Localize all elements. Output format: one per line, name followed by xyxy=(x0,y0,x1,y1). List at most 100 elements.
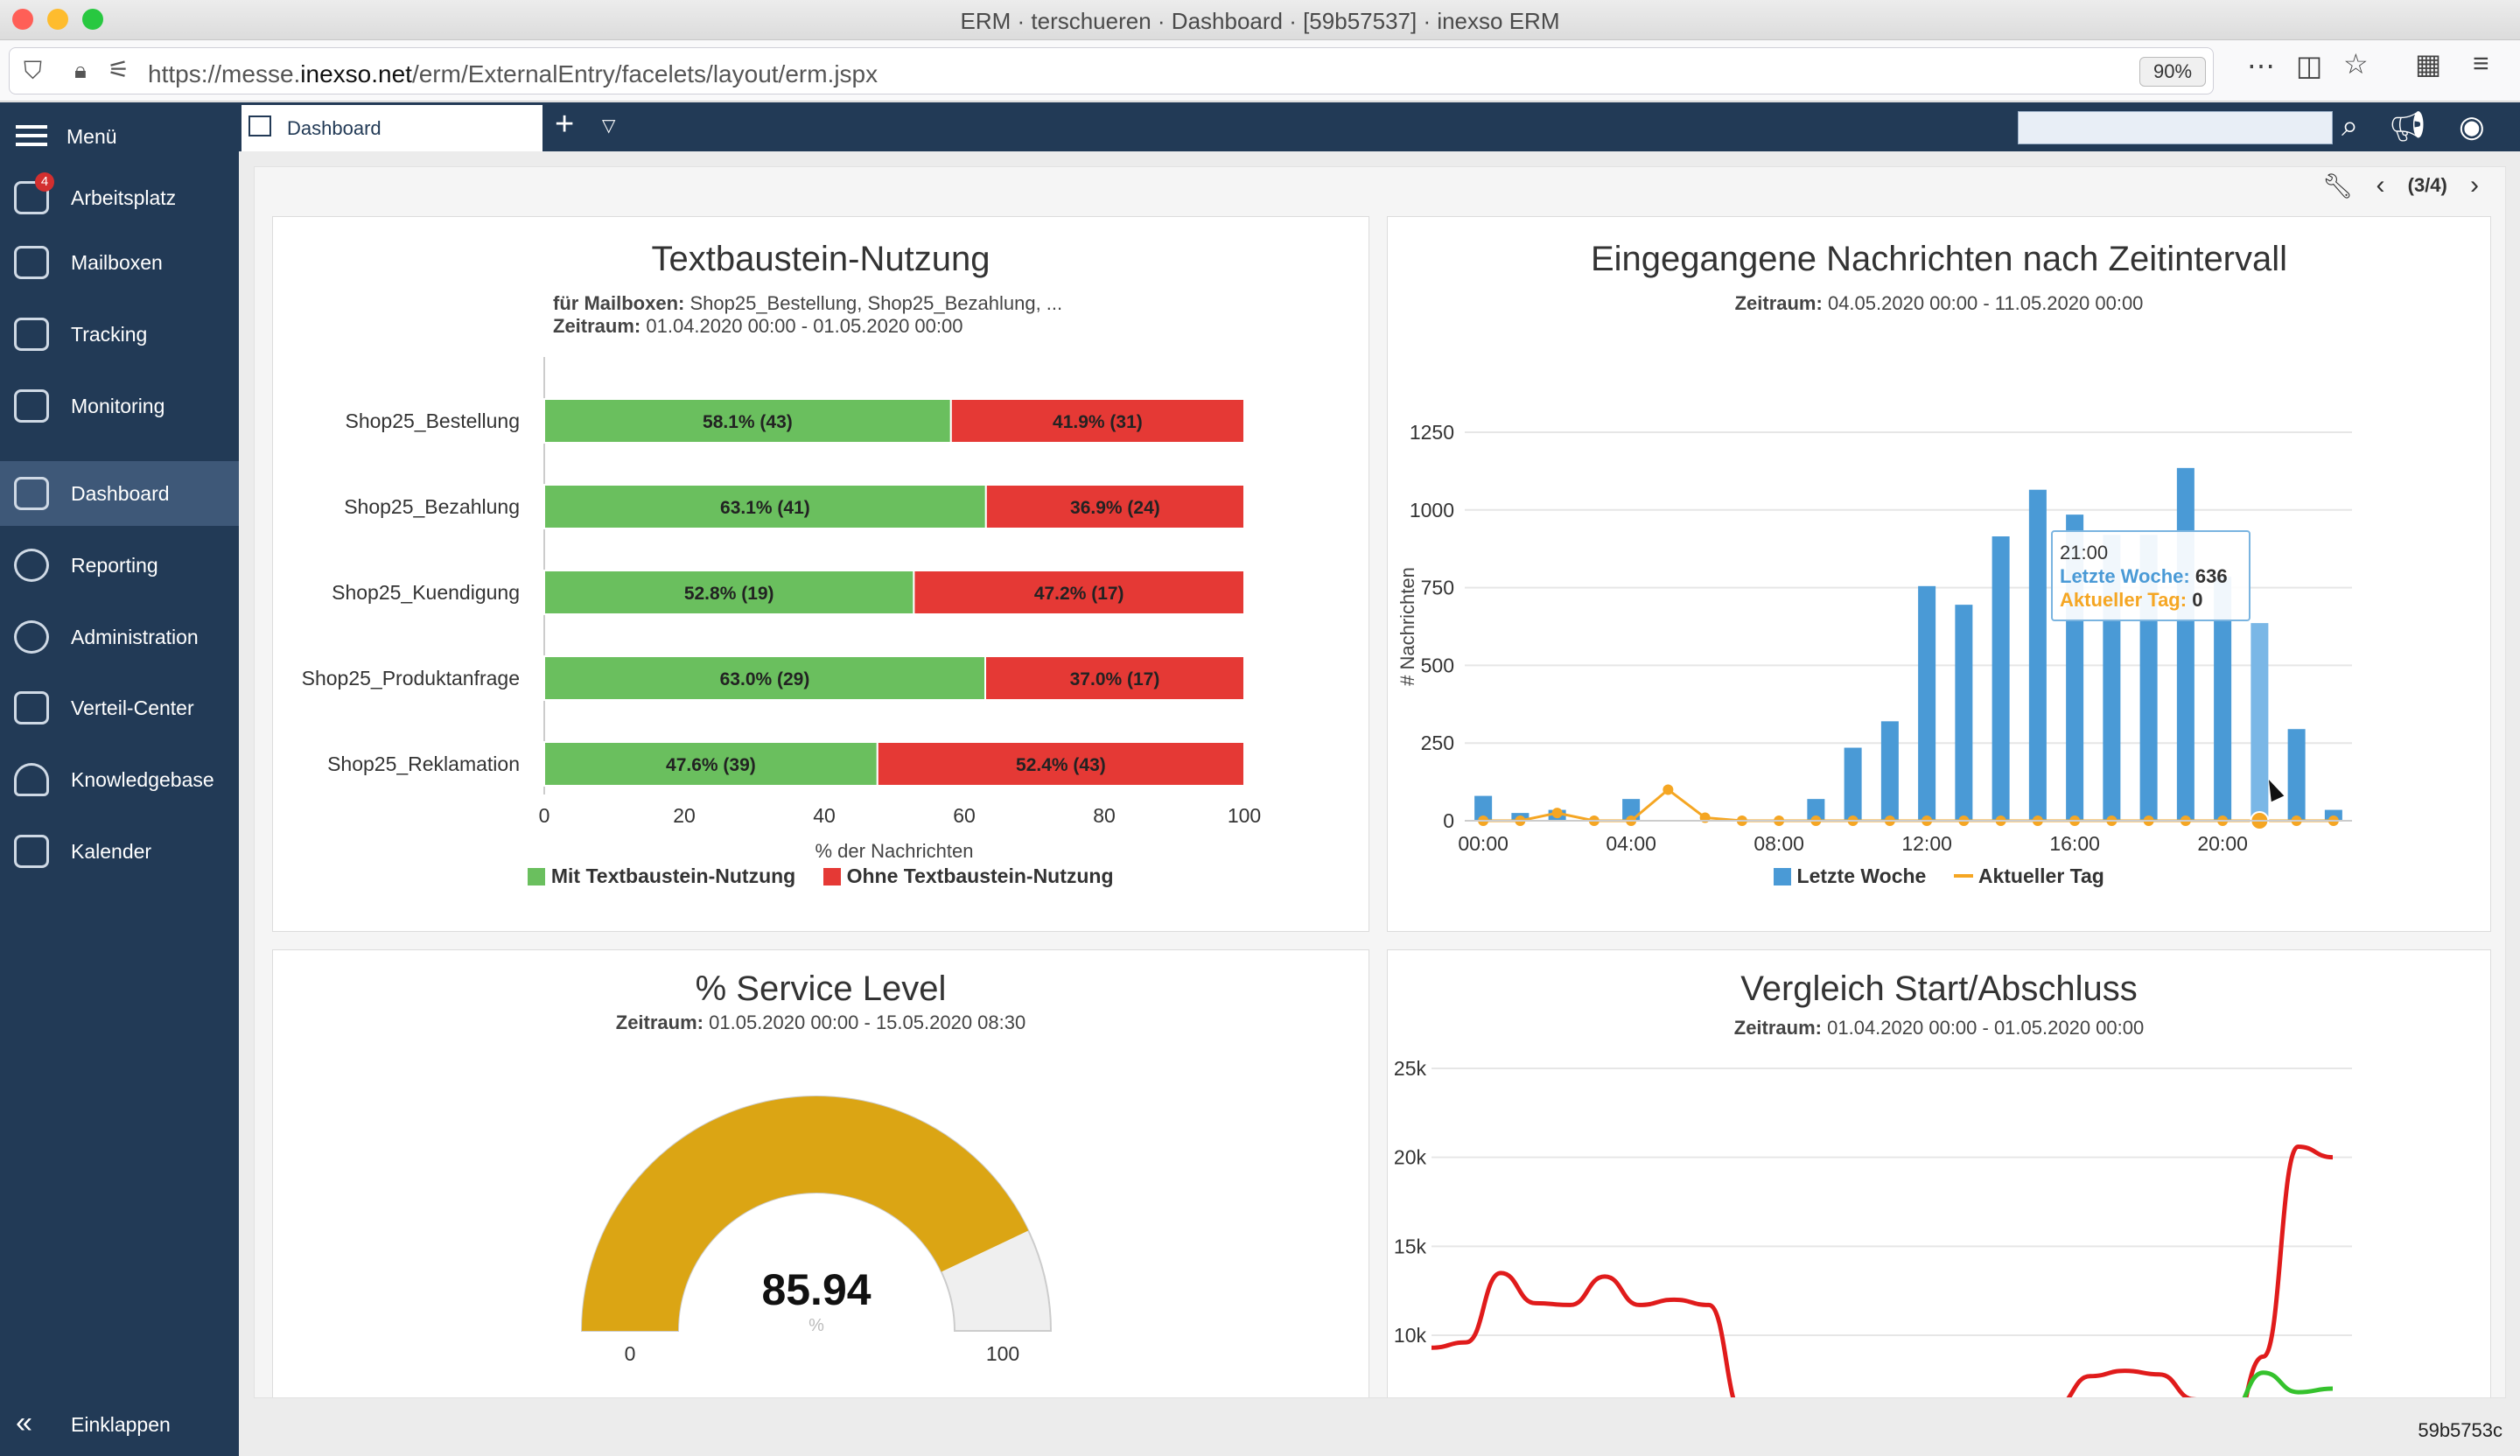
address-bar[interactable]: ⛉ 🔒︎ ⚟ https://messe.inexso.net/erm/Exte… xyxy=(9,47,2214,94)
bar-segment xyxy=(543,398,952,444)
sidebar-item-kalender[interactable]: Kalender xyxy=(0,819,239,884)
chart-legend: Mit Textbaustein-Nutzung Ohne Textbauste… xyxy=(273,864,1368,888)
tab-dropdown-icon[interactable]: ▽ xyxy=(602,116,616,136)
sidebar-item-monitoring[interactable]: Monitoring xyxy=(0,374,239,438)
panel-service-level: % Service Level Zeitraum: 01.05.2020 00:… xyxy=(272,949,1369,1397)
data-label: 58.1% (43) xyxy=(703,412,793,432)
x-tick-label: 16:00 xyxy=(2049,832,2100,855)
extensions-icon[interactable]: ▦ xyxy=(2415,48,2442,80)
chart-subtitle-mailboxes: für Mailboxen: Shop25_Bestellung, Shop25… xyxy=(553,292,1063,314)
x-tick-label: 0 xyxy=(539,804,550,827)
add-tab-button[interactable]: + xyxy=(555,106,575,143)
dashboard-content: 🔧︎ ‹ (3/4) › Textbaustein-Nutzung für Ma… xyxy=(254,166,2506,1398)
dashboard-pager: 🔧︎ ‹ (3/4) › xyxy=(2305,171,2479,206)
data-label: 37.0% (17) xyxy=(1070,669,1160,690)
sidebar-item-label: Knowledgebase xyxy=(71,768,214,791)
sidebar-item-dashboard[interactable]: Dashboard xyxy=(0,461,239,526)
gauge-max-label: 100 xyxy=(986,1342,1019,1365)
legend-item-letzte-woche[interactable]: Letzte Woche xyxy=(1774,864,1926,887)
bar xyxy=(2250,623,2269,821)
x-tick-label: 100 xyxy=(1228,804,1261,827)
wrench-icon[interactable]: 🔧︎ xyxy=(2321,172,2354,200)
page-indicator: (3/4) xyxy=(2407,174,2447,196)
bar-segment xyxy=(543,484,987,529)
stacked-bar-chart: Shop25_Bestellung 58.1% (43) 41.9% (31) Sho… xyxy=(302,357,1261,862)
gauge-value: 85.94 xyxy=(761,1265,871,1314)
lightbulb-icon xyxy=(14,763,49,796)
close-window-button[interactable] xyxy=(12,9,33,30)
y-tick-label: 250 xyxy=(1421,732,1454,754)
sidebar-item-administration[interactable]: Administration xyxy=(0,605,239,669)
minimize-window-button[interactable] xyxy=(47,9,68,30)
tab-label: Dashboard xyxy=(287,117,382,139)
tab-dashboard[interactable]: Dashboard xyxy=(242,102,542,151)
x-axis-label: % der Nachrichten xyxy=(816,840,974,862)
pocket-icon[interactable]: ◫ xyxy=(2296,50,2323,81)
menu-toggle[interactable]: Menü xyxy=(0,115,239,158)
dashboard-tab-icon xyxy=(248,116,271,136)
bar xyxy=(1474,795,1493,821)
x-tick-label: 08:00 xyxy=(1754,832,1804,855)
sidebar-item-tracking[interactable]: Tracking xyxy=(0,302,239,367)
dashboard-icon xyxy=(14,477,49,510)
sidebar-item-knowledgebase[interactable]: Knowledgebase xyxy=(0,747,239,812)
collapse-sidebar-button[interactable]: « Einklappen xyxy=(0,1397,239,1450)
service-level-gauge: 85.94% 0 100 xyxy=(580,1096,1053,1365)
sidebar-item-mailboxen[interactable]: Mailboxen xyxy=(0,230,239,295)
gear-icon xyxy=(14,620,49,654)
series-point xyxy=(1551,808,1563,819)
calendar-icon xyxy=(14,835,49,868)
y-tick-label: 750 xyxy=(1421,577,1454,599)
network-icon xyxy=(14,691,49,724)
user-account-icon[interactable]: ◉ xyxy=(2459,110,2485,144)
url-text[interactable]: https://messe.inexso.net/erm/ExternalEnt… xyxy=(148,60,878,88)
bar xyxy=(2214,577,2232,821)
more-actions-icon[interactable]: ⋯ xyxy=(2247,50,2275,81)
gauge-unit: % xyxy=(808,1316,824,1335)
bookmark-star-icon[interactable]: ☆ xyxy=(2343,48,2369,80)
interval-bar-chart: 0 250 500 750 1000 1250 # Nachrichten 00:00 04:0… xyxy=(1396,421,2352,855)
browser-menu-icon[interactable]: ≡ xyxy=(2473,47,2489,79)
search-icon[interactable]: ⌕ xyxy=(2342,109,2359,143)
y-tick-label: 1250 xyxy=(1410,421,1454,444)
bar-segment xyxy=(984,655,1245,701)
y-tick-label: 25k xyxy=(1394,1057,1427,1080)
panel-textbaustein-nutzung: Textbaustein-Nutzung für Mailboxen: Shop… xyxy=(272,216,1369,932)
chart-title: Textbaustein-Nutzung xyxy=(651,240,990,278)
tooltip-row-aktueller-tag: Aktueller Tag: 0 xyxy=(2060,589,2203,611)
sidebar-item-label: Administration xyxy=(71,626,199,648)
y-tick-label: 15k xyxy=(1394,1235,1427,1257)
sidebar-item-label: Kalender xyxy=(71,840,152,863)
sidebar-item-label: Mailboxen xyxy=(71,251,163,274)
global-search-input[interactable] xyxy=(2018,111,2333,144)
maximize-window-button[interactable] xyxy=(82,9,103,30)
lock-icon[interactable]: 🔒︎ xyxy=(74,57,87,83)
bar-segment xyxy=(913,570,1246,615)
x-tick-label: 12:00 xyxy=(1901,832,1952,855)
zoom-level[interactable]: 90% xyxy=(2139,57,2206,87)
chart-subtitle-period: Zeitraum: 04.05.2020 00:00 - 11.05.2020 … xyxy=(1734,292,2144,314)
legend-item-aktueller-tag[interactable]: Aktueller Tag xyxy=(1954,864,2104,887)
category-label: Shop25_Bezahlung xyxy=(344,495,520,518)
chevron-right-icon[interactable]: › xyxy=(2470,171,2479,200)
sidebar-item-label: Dashboard xyxy=(71,482,170,505)
sidebar-item-reporting[interactable]: Reporting xyxy=(0,533,239,598)
sidebar-item-verteil-center[interactable]: Verteil-Center xyxy=(0,676,239,740)
sidebar-item-label: Monitoring xyxy=(71,395,165,417)
sidebar-item-arbeitsplatz[interactable]: 4 Arbeitsplatz xyxy=(0,165,239,230)
chevron-left-icon[interactable]: ‹ xyxy=(2376,171,2385,200)
legend-item-mit[interactable]: Mit Textbaustein-Nutzung xyxy=(528,864,795,887)
chart-subtitle-period: Zeitraum: 01.05.2020 00:00 - 15.05.2020 … xyxy=(615,1012,1026,1033)
x-tick-label: 80 xyxy=(1093,804,1116,827)
y-tick-label: 500 xyxy=(1421,654,1454,676)
legend-item-ohne[interactable]: Ohne Textbaustein-Nutzung xyxy=(823,864,1114,887)
y-tick-label: 0 xyxy=(1443,809,1454,832)
bar xyxy=(1955,605,1973,821)
announcement-icon[interactable]: 📢︎ xyxy=(2389,110,2427,144)
shield-icon[interactable]: ⛉ xyxy=(24,57,43,84)
tooltip-time: 21:00 xyxy=(2060,542,2109,564)
bar xyxy=(2176,467,2194,821)
tooltip-row-letzte-woche: Letzte Woche: 636 xyxy=(2060,565,2228,587)
sidebar-item-label: Verteil-Center xyxy=(71,696,194,719)
permissions-icon[interactable]: ⚟ xyxy=(108,56,130,83)
